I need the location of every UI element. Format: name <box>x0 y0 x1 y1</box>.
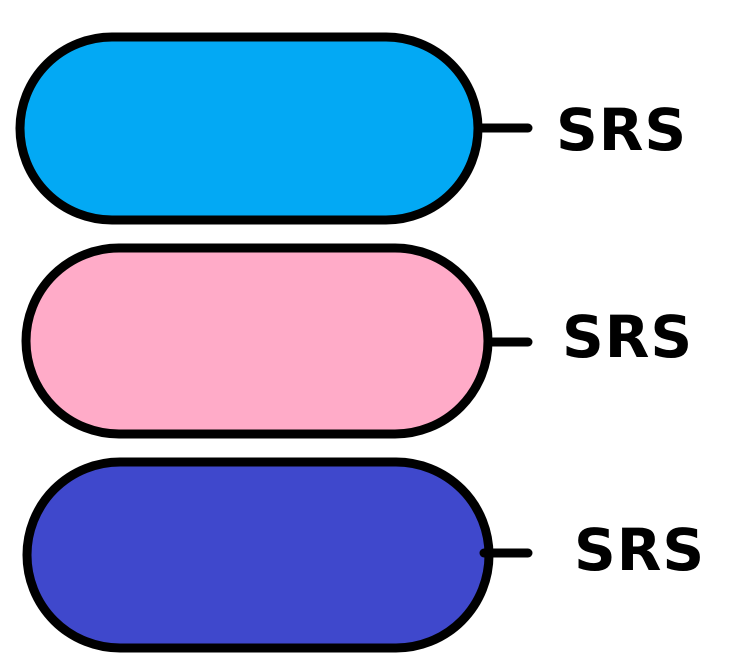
srs-label-2: SRS <box>562 303 694 371</box>
pill-shape-1 <box>15 32 483 225</box>
pill-shape-2 <box>21 243 493 439</box>
pill-shape-3 <box>22 457 494 653</box>
srs-label-1: SRS <box>556 96 688 164</box>
srs-label-3: SRS <box>574 516 706 584</box>
